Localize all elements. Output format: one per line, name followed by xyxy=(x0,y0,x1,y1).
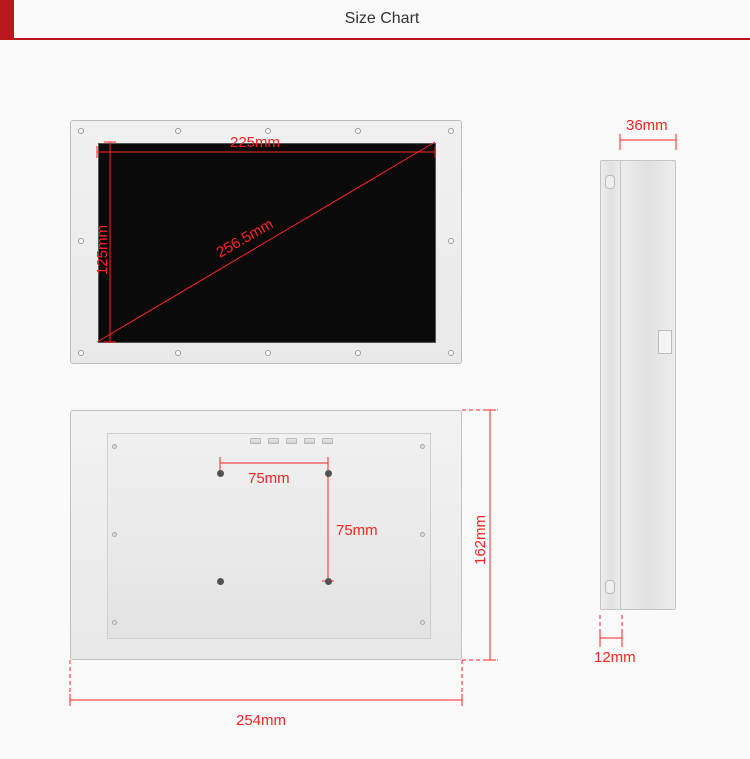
rear-screw xyxy=(112,620,117,625)
front-screw xyxy=(355,350,361,356)
front-screw xyxy=(265,128,271,134)
front-screw xyxy=(78,128,84,134)
front-screw xyxy=(78,350,84,356)
rear-screw xyxy=(112,532,117,537)
rear-panel xyxy=(70,410,462,660)
rear-screw xyxy=(420,444,425,449)
rear-button xyxy=(250,438,261,444)
side-hole1 xyxy=(605,175,615,189)
vesa-hole xyxy=(217,470,224,477)
rear-button xyxy=(286,438,297,444)
vesa-hole xyxy=(325,578,332,585)
rear-button xyxy=(322,438,333,444)
dim-side-flange: 12mm xyxy=(594,649,636,666)
page-title: Size Chart xyxy=(14,10,750,28)
front-screw xyxy=(175,350,181,356)
vesa-hole xyxy=(325,470,332,477)
front-screen xyxy=(98,143,436,343)
front-screw xyxy=(78,238,84,244)
dim-overall-h: 162mm xyxy=(472,515,489,565)
diagram-canvas: 225mm 125mm 256.5mm 75mm 75mm 254mm 162m… xyxy=(0,40,750,757)
dim-side-depth: 36mm xyxy=(626,117,668,134)
title-bar: Size Chart xyxy=(0,0,750,40)
dim-overall-w: 254mm xyxy=(236,712,286,729)
rear-screw xyxy=(420,532,425,537)
front-bezel xyxy=(70,120,462,364)
front-screw xyxy=(175,128,181,134)
front-screw xyxy=(355,128,361,134)
rear-screw xyxy=(112,444,117,449)
side-hole2 xyxy=(605,580,615,594)
front-screw xyxy=(265,350,271,356)
front-screw xyxy=(448,238,454,244)
side-flange xyxy=(600,160,622,610)
rear-button xyxy=(304,438,315,444)
front-screw xyxy=(448,128,454,134)
front-screw xyxy=(448,350,454,356)
rear-button xyxy=(268,438,279,444)
accent-stripe xyxy=(0,0,14,39)
rear-screw xyxy=(420,620,425,625)
side-body xyxy=(620,160,676,610)
vesa-hole xyxy=(217,578,224,585)
side-notch xyxy=(658,330,672,354)
rear-raised xyxy=(107,433,431,639)
